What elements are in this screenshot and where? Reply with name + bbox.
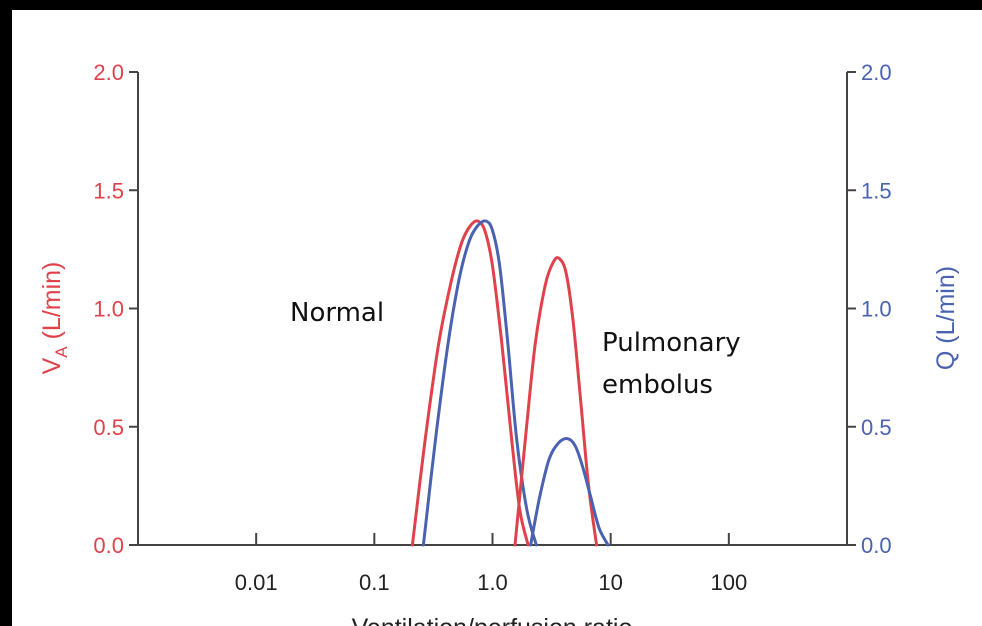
x-tick-label: 10 (598, 570, 622, 595)
right-y-tick-label: 2.0 (861, 60, 892, 85)
curve-embolus-q (529, 437, 610, 547)
x-tick-label: 1.0 (477, 570, 508, 595)
left-axis-label: VA (L/min) (38, 262, 71, 375)
x-tick-label: 0.1 (359, 570, 390, 595)
curves (410, 219, 610, 547)
curve-embolus-va (513, 256, 599, 547)
annotation-embolus: embolus (602, 370, 713, 400)
left-y-tick-label: 2.0 (93, 60, 124, 85)
curve-normal-q (421, 219, 538, 547)
annotation-pulmonary: Pulmonary (602, 328, 741, 358)
vq-distribution-chart: 0.0 0.0 0.5 0.5 1.0 1.0 1.5 1.5 2.0 2.0 0.01 0.1 1.0… (38, 60, 960, 626)
left-y-tick-label: 0.5 (93, 415, 124, 440)
left-axis-label-main: V (38, 357, 66, 374)
left-axis-label-subscript: A (52, 346, 71, 358)
right-y-tick-label: 1.5 (861, 178, 892, 203)
x-tick-label: 0.01 (235, 570, 278, 595)
left-y-tick-label: 0.0 (93, 533, 124, 558)
right-y-tick-label: 0.5 (861, 415, 892, 440)
left-axis-label-units: (L/min) (38, 262, 66, 347)
x-tick-label: 100 (710, 570, 747, 595)
left-y-tick-label: 1.5 (93, 178, 124, 203)
left-y-tick-label: 1.0 (93, 297, 124, 322)
right-axis-label: Q (L/min) (932, 266, 960, 370)
x-axis-label: Ventilation/perfusion ratio (352, 614, 633, 626)
curve-normal-va (410, 219, 530, 547)
right-y-tick-label: 1.0 (861, 297, 892, 322)
axis-ticks: 0.0 0.0 0.5 0.5 1.0 1.0 1.5 1.5 2.0 2.0 0.01 0.1 1.0… (93, 60, 891, 595)
annotation-normal: Normal (290, 298, 384, 328)
right-y-tick-label: 0.0 (861, 533, 892, 558)
chart-frame: 0.0 0.0 0.5 0.5 1.0 1.0 1.5 1.5 2.0 2.0 0.01 0.1 1.0… (12, 10, 982, 626)
